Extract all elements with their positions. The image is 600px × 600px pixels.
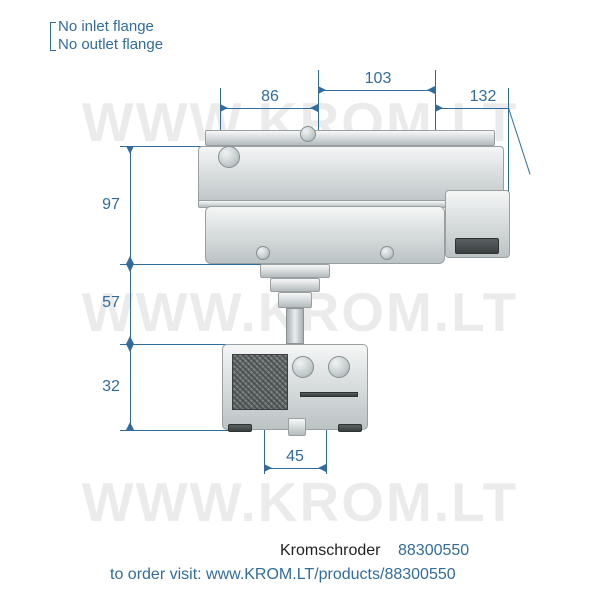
neck-3 xyxy=(278,292,312,308)
dim-132: 132 xyxy=(463,88,503,106)
dimline-86 xyxy=(220,108,318,109)
arrow-32-t xyxy=(126,344,134,352)
valve-port-2 xyxy=(328,356,350,378)
ext-v-132-right xyxy=(508,88,509,198)
dim-45: 45 xyxy=(278,448,312,466)
arrow-45-l xyxy=(264,464,272,472)
housing-screw-4 xyxy=(380,246,394,260)
arrow-57-b xyxy=(126,336,134,344)
shaft xyxy=(286,308,304,344)
housing-screw-1 xyxy=(218,146,240,168)
valve-port-1 xyxy=(292,356,314,378)
watermark-bottom: WWW.KROM.LT xyxy=(0,470,600,534)
valve-foot-left xyxy=(228,424,252,432)
arrow-132-l xyxy=(435,104,443,112)
arrow-86-l xyxy=(220,104,228,112)
dimline-57 xyxy=(130,264,131,344)
housing-bottom xyxy=(205,206,445,264)
dimline-45 xyxy=(264,468,326,469)
ext-v-103-right xyxy=(435,70,436,132)
arrow-97-b xyxy=(126,256,134,264)
neck-2 xyxy=(270,278,320,292)
dimline-32 xyxy=(130,344,131,430)
arrow-103-r xyxy=(427,86,435,94)
note-leader-h1 xyxy=(50,22,56,23)
dim-86: 86 xyxy=(250,88,290,106)
arrow-86-r xyxy=(310,104,318,112)
ext-h-430 xyxy=(120,430,230,431)
housing-screw-3 xyxy=(256,246,270,260)
valve-foot-right xyxy=(338,424,362,432)
arrow-103-l xyxy=(318,86,326,94)
dim-103: 103 xyxy=(358,70,398,88)
ext-h-264 xyxy=(120,264,268,265)
housing-side-port xyxy=(455,238,499,254)
arrow-97-t xyxy=(126,146,134,154)
ext-v-45-r xyxy=(326,430,327,474)
dimline-132 xyxy=(435,108,508,109)
footer-order-link[interactable]: to order visit: www.KROM.LT/products/883… xyxy=(110,566,456,584)
arrow-57-t xyxy=(126,264,134,272)
dimline-97 xyxy=(130,146,131,264)
note-leader-vline xyxy=(50,22,51,50)
dim-97: 97 xyxy=(96,196,126,214)
ext-h-344 xyxy=(120,344,230,345)
dim-32: 32 xyxy=(96,378,126,396)
valve-window-mesh xyxy=(232,354,288,410)
note-inlet: No inlet flange xyxy=(58,18,154,36)
valve-front-tab xyxy=(288,418,306,436)
ext-v-86-right xyxy=(318,70,319,132)
housing-top-ridge xyxy=(205,130,495,146)
arrow-32-b xyxy=(126,422,134,430)
footer-brand: Kromschroder xyxy=(280,542,380,560)
housing-screw-2 xyxy=(300,126,316,142)
neck-1 xyxy=(260,264,330,278)
arrow-45-r xyxy=(318,464,326,472)
note-outlet: No outlet flange xyxy=(58,36,163,54)
dim-57: 57 xyxy=(96,294,126,312)
note-leader-h2 xyxy=(50,50,56,51)
valve-slot xyxy=(300,392,358,397)
dim-132-diag xyxy=(508,108,531,175)
technical-drawing-canvas: No inlet flange No outlet flange WWW.KRO… xyxy=(0,0,600,600)
dimline-103 xyxy=(318,90,435,91)
footer-part-number: 88300550 xyxy=(398,542,469,560)
